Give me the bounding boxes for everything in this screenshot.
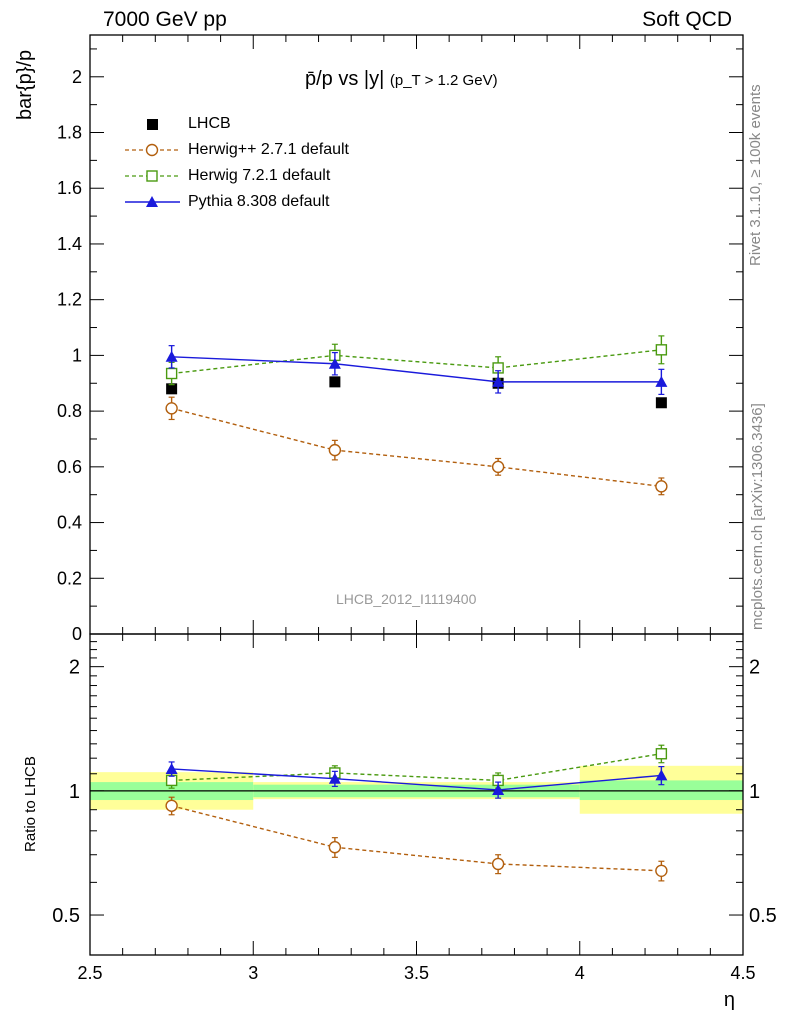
main-data-point-0 (329, 376, 341, 388)
ratio-y-tick-label: 1 (69, 781, 80, 803)
ratio-data-point-1 (165, 774, 178, 787)
main-y-tick-label: 1.6 (57, 178, 82, 198)
x-tick-label: 4.5 (730, 963, 755, 983)
ratio-series-line-2 (171, 768, 662, 791)
legend-item-herwigpp: Herwig++ 2.7.1 default (125, 140, 349, 160)
ratio-data-point-0 (491, 857, 505, 871)
x-tick-label: 4 (575, 963, 585, 983)
legend-marker-herwig7 (125, 170, 180, 182)
x-axis-label: η (724, 989, 735, 1011)
legend-marker-herwigpp (125, 143, 180, 157)
main-y-tick-label: 1.8 (57, 123, 82, 143)
main-series-line-1 (171, 407, 662, 488)
ratio-data-point-2 (328, 772, 341, 784)
legend-item-pythia: Pythia 8.308 default (125, 192, 329, 212)
ratio-data-point-1 (655, 748, 668, 760)
main-data-point-1 (491, 460, 505, 474)
main-data-point-0 (166, 383, 178, 395)
legend-label-lhcb: LHCB (188, 115, 231, 132)
legend-label-herwig7: Herwig 7.2.1 default (188, 167, 331, 184)
main-y-tick-label: 0.6 (57, 457, 82, 477)
main-data-point-3 (165, 350, 178, 362)
main-data-point-2 (165, 367, 178, 380)
ratio-y-tick-label-right: 2 (749, 657, 760, 679)
ratio-data-point-2 (492, 783, 505, 795)
legend-marker-lhcb (147, 119, 158, 130)
legend-label-pythia: Pythia 8.308 default (188, 193, 330, 210)
main-data-point-1 (655, 480, 668, 493)
main-y-tick-label: 0.2 (57, 568, 82, 588)
main-series-line-2 (171, 349, 662, 375)
legend-item-herwig7: Herwig 7.2.1 default (125, 166, 330, 186)
x-tick-label: 3 (248, 963, 258, 983)
main-y-tick-label: 2 (72, 67, 82, 87)
ratio-y-tick-label-right: 1 (749, 781, 760, 803)
main-y-tick-label: 0 (72, 624, 82, 644)
main-data-point-3 (655, 375, 668, 387)
main-data-point-1 (328, 443, 342, 457)
main-y-tick-label: 1.4 (57, 234, 82, 254)
ratio-y-tick-label: 2 (69, 657, 80, 679)
legend-marker-pythia (125, 196, 180, 207)
main-y-tick-label: 1.2 (57, 290, 82, 310)
legend-label-herwigpp: Herwig++ 2.7.1 default (188, 141, 349, 158)
ratio-series-line-1 (171, 753, 662, 782)
x-tick-label: 2.5 (77, 963, 102, 983)
main-y-tick-label: 1 (72, 345, 82, 365)
ratio-data-point-0 (655, 864, 668, 877)
main-data-point-1 (165, 402, 178, 415)
ratio-y-tick-label-right: 0.5 (749, 905, 777, 927)
main-data-point-2 (655, 344, 668, 356)
ratio-data-point-0 (165, 799, 178, 812)
main-series-line-3 (171, 356, 662, 383)
main-data-point-3 (328, 357, 341, 369)
main-data-point-3 (492, 375, 505, 387)
ratio-series-line-0 (171, 805, 662, 872)
energy-label: 7000 GeV pp (103, 8, 227, 31)
ratio-data-point-2 (165, 762, 178, 774)
analysis-watermark: LHCB_2012_I1119400 (336, 591, 477, 607)
process-label: Soft QCD (642, 8, 732, 31)
ratio-data-point-0 (328, 841, 342, 854)
ratio-y-tick-label: 0.5 (52, 905, 80, 927)
plot-title: p̄/p vs |y| (p_T > 1.2 GeV) (305, 68, 498, 91)
plot-title-main: p̄/p vs |y| (305, 68, 385, 90)
plot-title-sub: (p_T > 1.2 GeV) (389, 72, 498, 89)
main-y-tick-label: 0.4 (57, 513, 82, 533)
legend-item-lhcb: LHCB (125, 114, 231, 134)
main-data-point-0 (655, 397, 667, 409)
ratio-data-point-2 (655, 769, 668, 781)
main-y-tick-label: 0.8 (57, 401, 82, 421)
main-frame (89, 34, 744, 635)
x-tick-label: 3.5 (404, 963, 429, 983)
